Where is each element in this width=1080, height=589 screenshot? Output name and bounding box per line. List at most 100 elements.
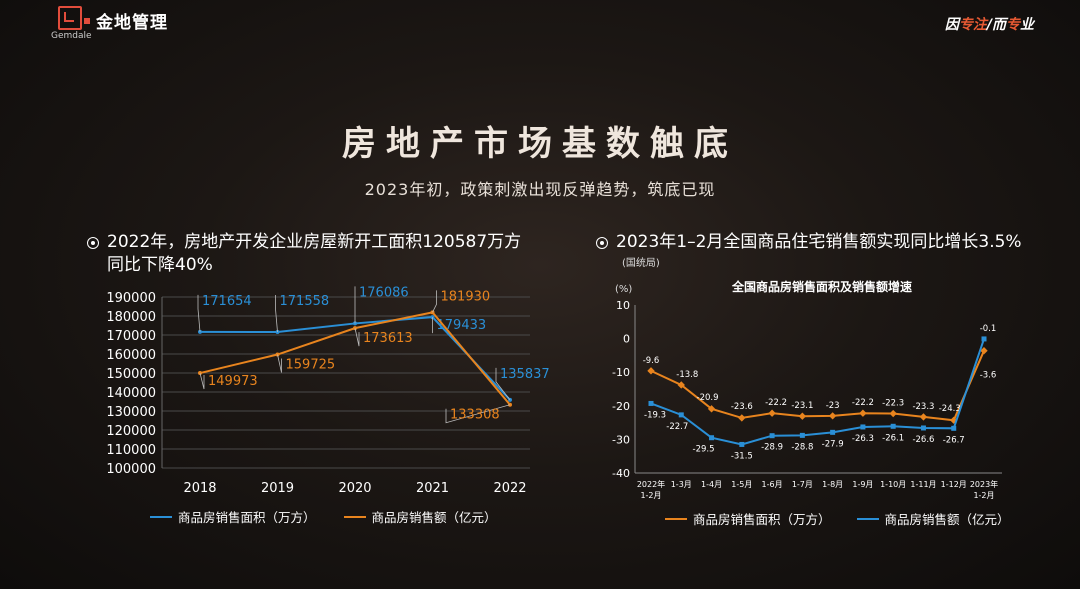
y-tick-label: 190000 (106, 291, 156, 306)
data-point (981, 336, 987, 342)
data-point (647, 367, 655, 375)
data-label: -27.9 (822, 439, 844, 449)
data-point (890, 423, 896, 429)
y-tick-label: 0 (623, 333, 630, 346)
data-label: -29.5 (693, 445, 715, 455)
y-tick-label: -30 (612, 433, 630, 446)
x-tick-label: 2022年 (637, 479, 665, 489)
data-label: -22.7 (666, 422, 688, 432)
right-chart-title: 全国商品房销售面积及销售额增速 (731, 280, 912, 294)
data-label: -28.8 (791, 442, 813, 452)
data-label: -13.8 (676, 370, 698, 380)
right-heading: 2023年1–2月全国商品住宅销售额实现同比增长3.5% (616, 232, 1022, 252)
data-label: 179433 (437, 318, 487, 333)
data-label: -26.7 (943, 435, 965, 445)
data-label: 181930 (441, 289, 491, 304)
x-tick-label: 2023年 (970, 479, 998, 489)
data-label: 133308 (450, 408, 500, 423)
data-point (678, 412, 684, 418)
data-label: -28.9 (761, 443, 783, 453)
y-tick-label: -20 (612, 400, 630, 413)
data-label: -31.5 (731, 451, 753, 461)
data-label: 149973 (208, 374, 258, 389)
data-label: -23.1 (791, 401, 813, 411)
data-label: -3.6 (980, 371, 997, 381)
data-point (275, 352, 280, 357)
brand-name-en: Gemdale (51, 31, 92, 41)
source-note: (国统局) (622, 258, 660, 269)
data-label: 159725 (286, 358, 336, 373)
data-point (430, 310, 435, 315)
x-tick-label: 1-12月 (941, 480, 967, 489)
data-point (919, 413, 928, 421)
legend-label-sales: 商品房销售额（亿元） (371, 510, 497, 525)
label-leader (199, 372, 205, 390)
x-tick-label: 1-6月 (762, 480, 783, 489)
y-tick-label: 160000 (106, 348, 156, 363)
x-tick-label: 1-8月 (822, 480, 843, 489)
y-tick-label: 110000 (106, 443, 156, 458)
data-label: -20.9 (697, 393, 719, 403)
x-tick-label: 2020 (338, 481, 371, 496)
data-point (860, 424, 866, 430)
y-tick-label: 180000 (106, 310, 156, 325)
y-tick-label: 100000 (106, 462, 156, 477)
x-tick-label: 1-2月 (640, 491, 661, 500)
data-label: -23.3 (912, 402, 934, 412)
data-point (830, 429, 836, 435)
data-point (828, 412, 837, 420)
data-point (508, 402, 512, 407)
data-label: -23 (826, 401, 840, 411)
data-label: 171558 (280, 294, 330, 309)
slogan: 因专注/而专业 (944, 17, 1034, 33)
x-tick-label: 1-3月 (671, 480, 692, 489)
data-label: -9.6 (643, 356, 660, 366)
left-line-chart: 100000 110000 120000 130000 140000 150000 1600… (106, 285, 549, 496)
legend-label-area: 商品房销售面积（万方） (693, 512, 831, 527)
data-point (738, 414, 746, 422)
left-heading: 2022年，房地产开发企业房屋新开工面积120587万方 同比下降40% (107, 232, 522, 275)
data-label: -26.6 (912, 435, 934, 445)
data-point (769, 433, 775, 439)
data-point (739, 441, 745, 447)
y-tick-label: 130000 (106, 405, 156, 420)
data-point (768, 409, 776, 417)
data-point (799, 432, 805, 438)
y-tick-label: 150000 (106, 367, 156, 382)
label-leader (354, 328, 360, 347)
x-tick-label: 1-10月 (880, 480, 906, 489)
data-label: -24.3 (939, 404, 961, 414)
series-line (650, 350, 985, 422)
data-label: 176086 (359, 285, 409, 300)
legend-line-blue (856, 517, 879, 520)
x-tick-label: 1-9月 (852, 480, 873, 489)
brand-logo-dot (84, 18, 90, 24)
label-leader (197, 294, 201, 332)
x-tick-label: 2019 (261, 481, 294, 496)
data-label: -23.6 (731, 402, 753, 412)
bullet-icon (87, 237, 99, 249)
label-leader (432, 290, 437, 313)
label-leader (445, 404, 511, 424)
data-label: 171654 (202, 294, 252, 309)
data-label: -19.3 (644, 410, 666, 420)
brand-name: 金地管理 (96, 13, 168, 33)
y-tick-label: 140000 (106, 386, 156, 401)
label-leader (277, 354, 282, 373)
x-tick-label: 1-7月 (792, 480, 813, 489)
data-point (920, 425, 926, 431)
y-axis-unit: (%) (615, 284, 633, 295)
data-label: -22.2 (765, 398, 787, 408)
data-point (951, 425, 957, 431)
series-line (650, 338, 985, 446)
x-tick-label: 1-4月 (701, 480, 722, 489)
legend-line-orange (665, 517, 687, 520)
x-tick-label: 1-2月 (973, 491, 994, 500)
page-title: 房地产市场基数触底 (342, 124, 738, 164)
bullet-icon (596, 237, 608, 249)
y-tick-label: -40 (612, 467, 630, 480)
data-label: -26.3 (852, 434, 874, 444)
data-point (889, 409, 897, 418)
data-label: -22.3 (882, 399, 904, 409)
x-tick-label: 1-5月 (731, 480, 752, 489)
